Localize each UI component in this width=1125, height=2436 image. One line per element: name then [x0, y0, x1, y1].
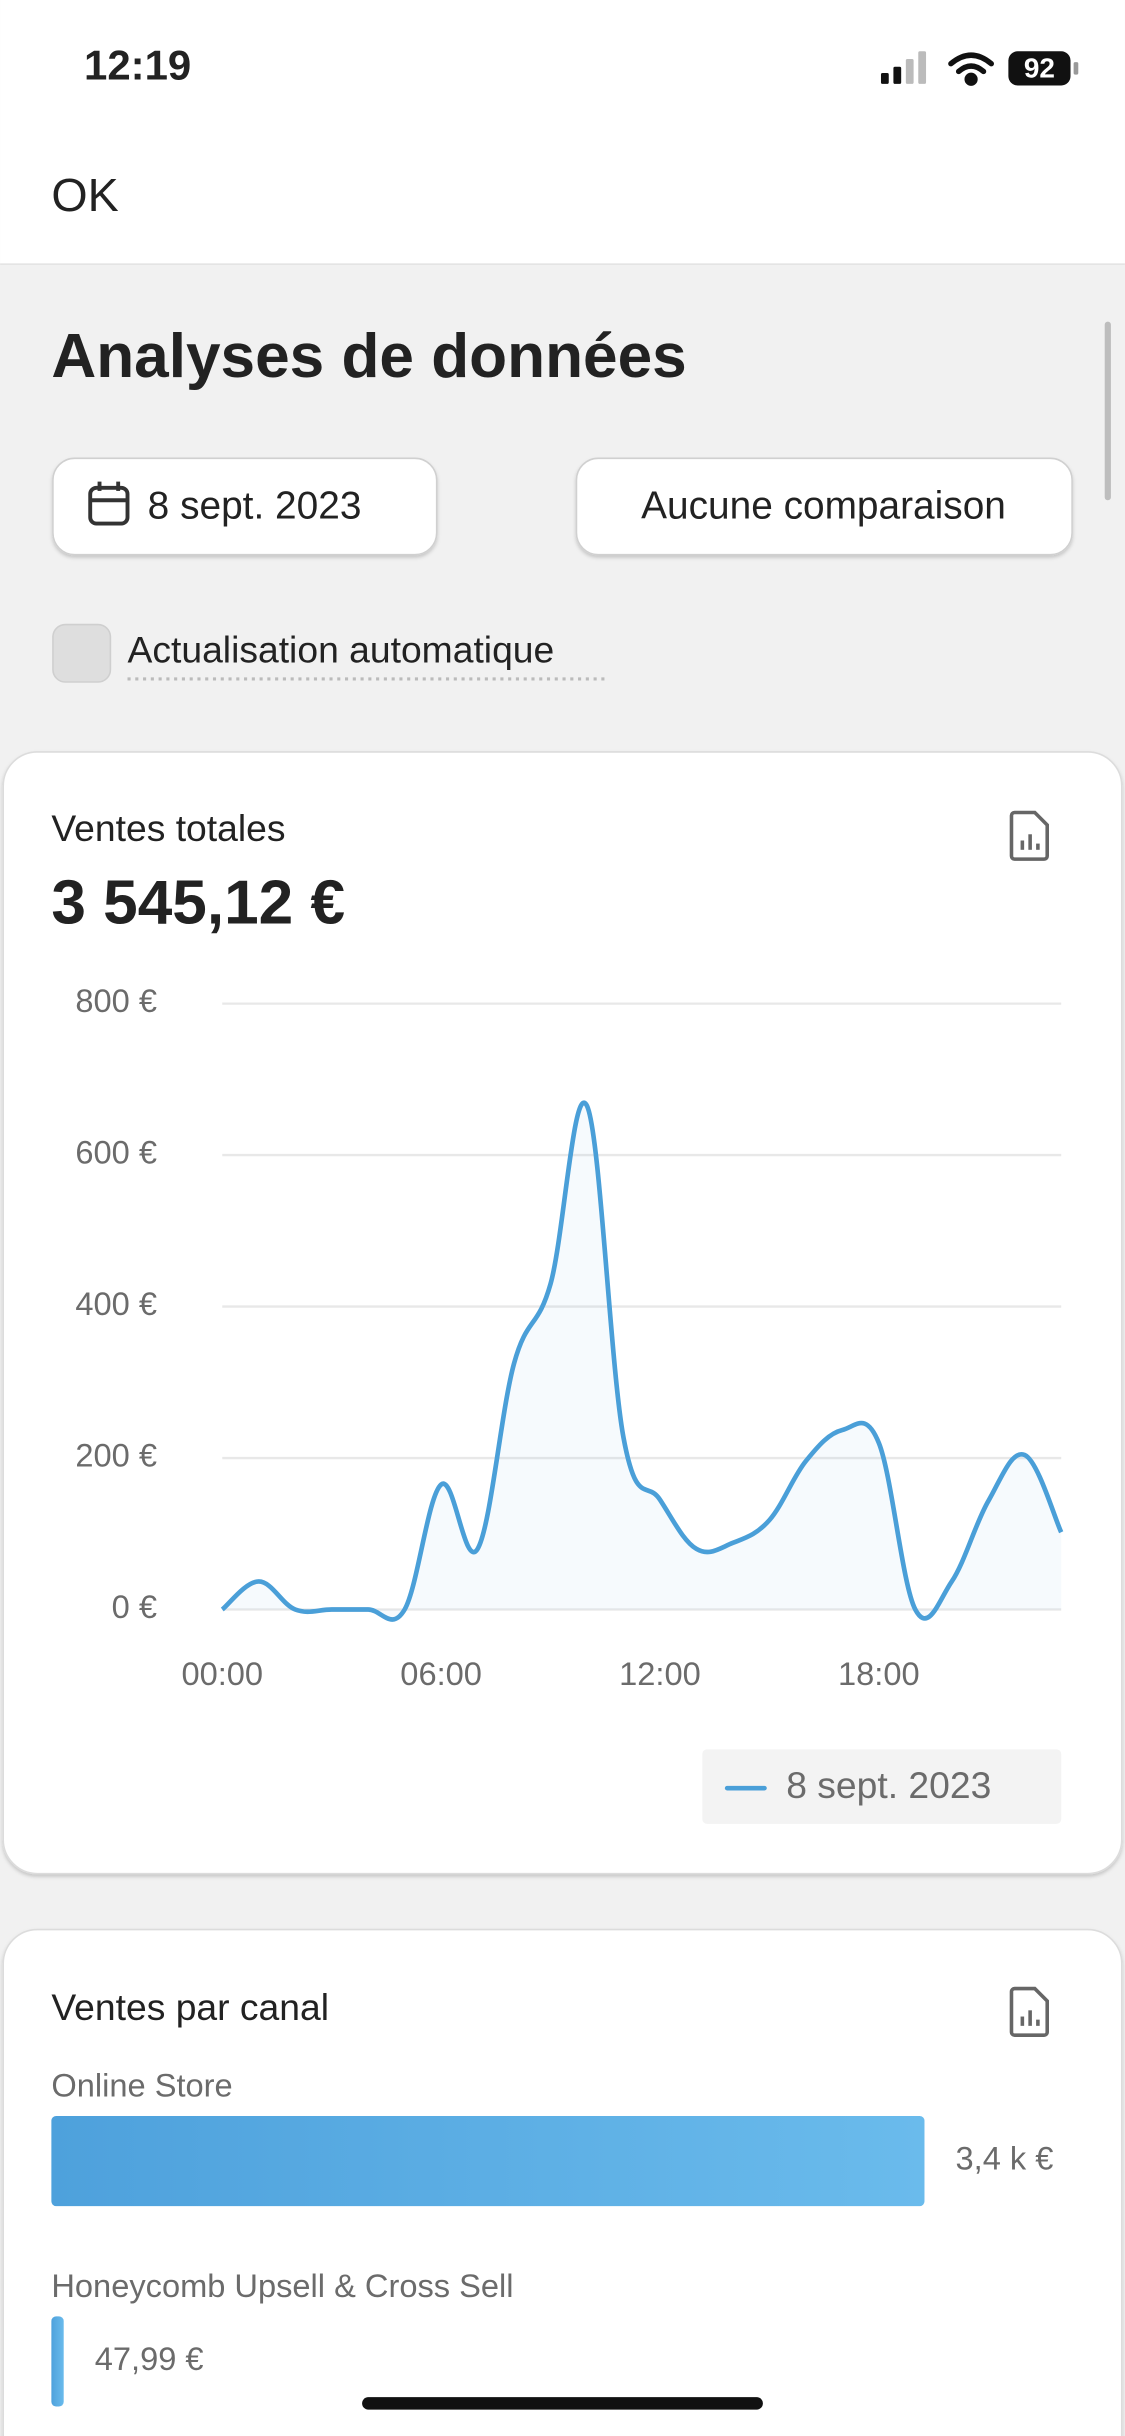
comparison-button-label: Aucune comparaison	[641, 484, 1006, 527]
scrollbar	[1104, 321, 1111, 501]
value-label: 47,99 €	[95, 2340, 204, 2377]
page-title: Analyses de données	[51, 322, 686, 391]
y-tick-label: 600 €	[75, 1134, 157, 1171]
line	[220, 1100, 1064, 1622]
battery-level: 92	[1024, 52, 1055, 83]
area	[222, 1102, 1062, 1620]
auto-refresh-label: Actualisation automatique	[128, 628, 555, 670]
auto-refresh-checkbox[interactable]	[52, 623, 112, 683]
bar	[51, 2316, 64, 2407]
report-icon[interactable]	[1009, 810, 1050, 861]
x-tick-label: 12:00	[619, 1655, 701, 1692]
battery-tip	[1073, 62, 1079, 75]
clock: 12:19	[84, 41, 191, 88]
total-sales: 3 545,12 €	[51, 869, 345, 938]
y-tick-label: 800 €	[75, 982, 157, 1019]
top-bar	[0, 0, 1125, 265]
y-tick-label: 200 €	[75, 1437, 157, 1474]
sales-card	[2, 751, 1123, 1875]
signal-icon	[880, 51, 927, 84]
y-tick-label: 0 €	[112, 1588, 157, 1625]
report-icon[interactable]	[1009, 1986, 1050, 2037]
calendar-icon	[88, 481, 130, 526]
bar	[51, 2115, 925, 2207]
wifi-icon	[948, 52, 995, 86]
legend-label: 8 sept. 2023	[786, 1764, 991, 1806]
y-tick-label: 400 €	[75, 1285, 157, 1322]
comparison-button[interactable]	[575, 457, 1073, 556]
x-tick-label: 18:00	[838, 1655, 920, 1692]
card-title: Ventes totales	[51, 807, 285, 849]
battery-icon	[1008, 51, 1071, 86]
legend	[702, 1749, 1062, 1824]
ok-button[interactable]: OK	[51, 169, 118, 221]
category-label: Online Store	[51, 2067, 232, 2104]
date-button-label: 8 sept. 2023	[148, 484, 362, 527]
card-title: Ventes par canal	[51, 1986, 329, 2028]
date-button[interactable]	[52, 457, 438, 556]
x-tick-label: 06:00	[400, 1655, 482, 1692]
home-indicator	[362, 2397, 763, 2410]
x-tick-label: 00:00	[181, 1655, 263, 1692]
value-label: 3,4 k €	[956, 2140, 1054, 2177]
category-label: Honeycomb Upsell & Cross Sell	[51, 2267, 513, 2304]
